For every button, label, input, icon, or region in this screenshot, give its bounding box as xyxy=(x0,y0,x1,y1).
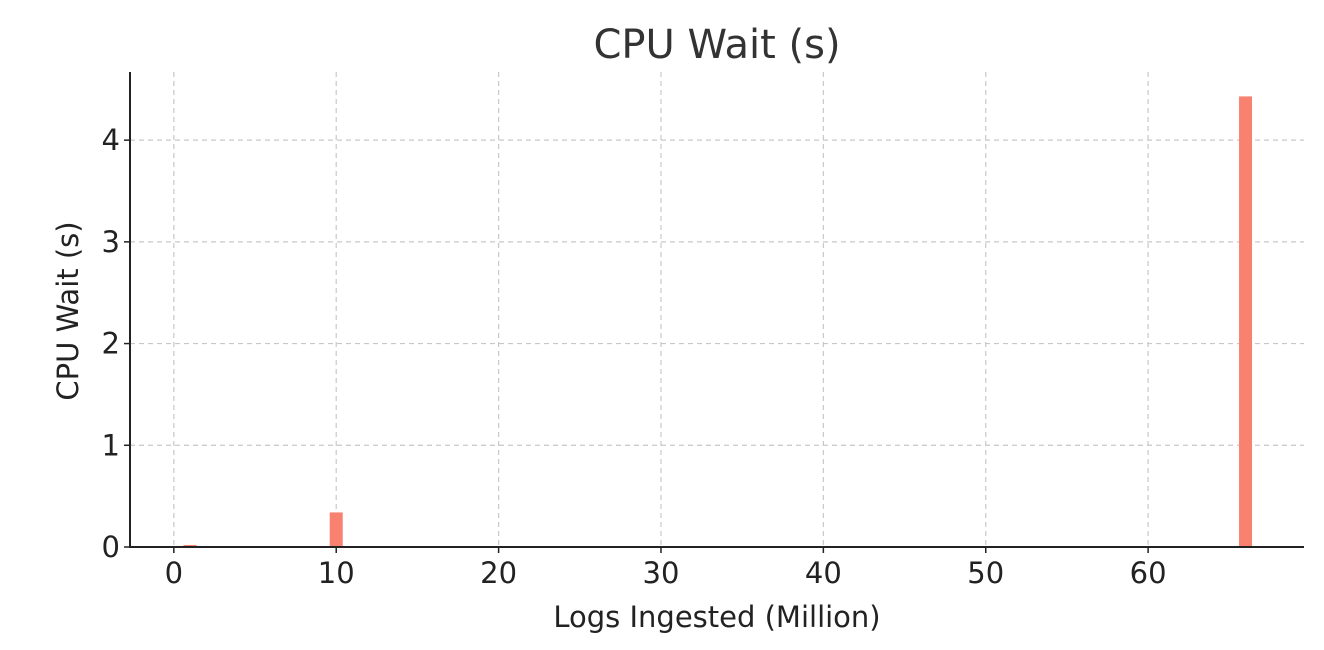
y-tick-label: 1 xyxy=(102,428,120,462)
x-tick-label: 30 xyxy=(643,556,680,590)
x-tick-label: 50 xyxy=(967,556,1004,590)
x-axis-label: Logs Ingested (Million) xyxy=(553,600,880,634)
bar xyxy=(329,512,343,547)
grid xyxy=(130,72,1304,548)
x-tick-label: 40 xyxy=(805,556,842,590)
x-tick-label: 0 xyxy=(165,556,183,590)
bar xyxy=(1239,96,1253,547)
axes: 0 10 20 30 40 50 60 0 1 2 3 4 xyxy=(102,72,1304,590)
x-tick-label: 10 xyxy=(318,556,355,590)
y-axis-label: CPU Wait (s) xyxy=(51,221,85,400)
bar xyxy=(183,544,197,547)
x-tick-label: 20 xyxy=(480,556,517,590)
y-tick-label: 0 xyxy=(102,530,120,564)
y-tick-label: 2 xyxy=(102,327,120,361)
bars xyxy=(183,96,1253,547)
x-tick-label: 60 xyxy=(1130,556,1167,590)
chart-title: CPU Wait (s) xyxy=(593,22,840,68)
y-tick-label: 4 xyxy=(102,123,120,157)
y-tick-label: 3 xyxy=(102,225,120,259)
